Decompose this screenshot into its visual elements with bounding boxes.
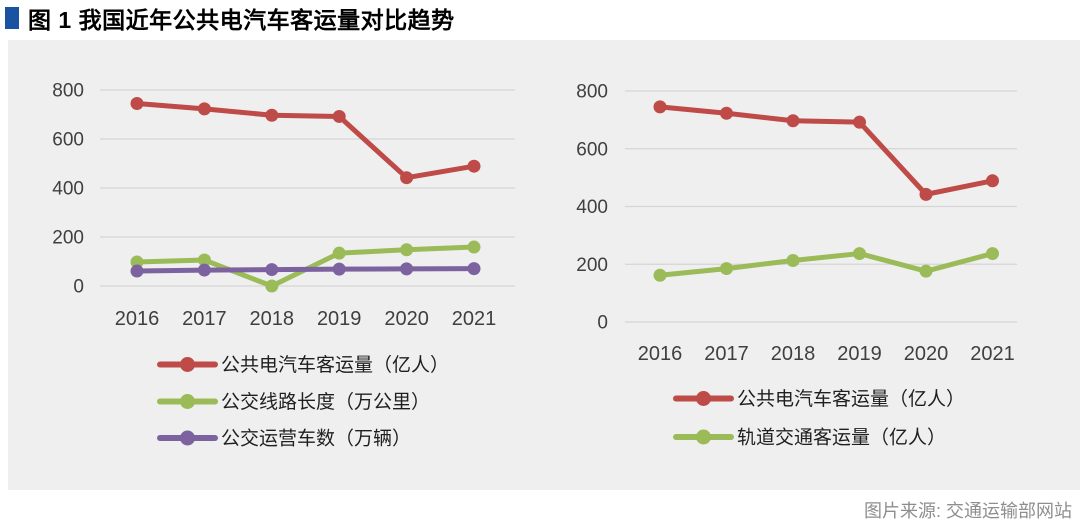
svg-text:0: 0 — [597, 313, 608, 334]
svg-text:600: 600 — [52, 130, 84, 151]
svg-text:800: 800 — [576, 82, 608, 103]
svg-text:2017: 2017 — [182, 308, 227, 330]
svg-text:2017: 2017 — [704, 343, 749, 365]
right-chart: 0 200 400 600 800 2016 2017 2018 2019 2020 2021 公共电… — [576, 82, 1017, 449]
figure-header: 图 1 我国近年公共电汽车客运量对比趋势 — [5, 4, 455, 33]
svg-text:2020: 2020 — [384, 308, 429, 330]
svg-text:400: 400 — [576, 197, 608, 218]
source-credit: 图片来源: 交通运输部网站 — [863, 501, 1072, 521]
svg-text:2018: 2018 — [250, 308, 295, 330]
svg-text:轨道交通客运量（亿人）: 轨道交通客运量（亿人） — [737, 427, 946, 449]
svg-text:公交线路长度（万公里）: 公交线路长度（万公里） — [221, 391, 430, 413]
svg-text:2018: 2018 — [771, 343, 816, 365]
svg-text:2019: 2019 — [837, 343, 882, 365]
svg-text:2016: 2016 — [638, 343, 683, 365]
svg-text:400: 400 — [52, 179, 84, 200]
page-title: 图 1 我国近年公共电汽车客运量对比趋势 — [28, 7, 455, 33]
svg-text:公交运营车数（万辆）: 公交运营车数（万辆） — [221, 428, 411, 450]
svg-text:2019: 2019 — [317, 308, 362, 330]
svg-text:2020: 2020 — [904, 343, 949, 365]
svg-text:600: 600 — [576, 139, 608, 160]
svg-text:2016: 2016 — [115, 308, 160, 330]
svg-text:200: 200 — [576, 255, 608, 276]
svg-text:0: 0 — [73, 277, 84, 298]
title-marker-icon — [5, 7, 19, 29]
svg-text:200: 200 — [52, 228, 84, 249]
svg-text:公共电汽车客运量（亿人）: 公共电汽车客运量（亿人） — [221, 354, 449, 376]
svg-text:2021: 2021 — [970, 343, 1015, 365]
svg-text:公共电汽车客运量（亿人）: 公共电汽车客运量（亿人） — [737, 388, 965, 410]
svg-text:2021: 2021 — [452, 308, 497, 330]
left-chart: 0 200 400 600 800 2016 2017 2018 2019 2020 2021 公共电… — [52, 81, 515, 450]
svg-text:800: 800 — [52, 81, 84, 102]
